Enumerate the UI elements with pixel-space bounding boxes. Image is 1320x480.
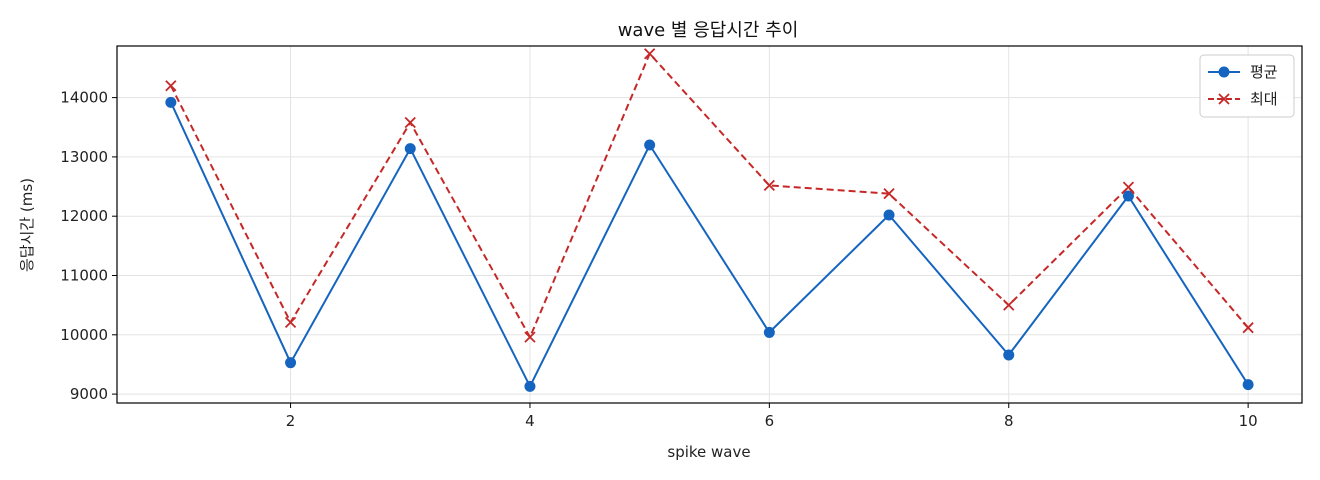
y-tick-label: 11000 <box>60 267 108 285</box>
y-tick-label: 9000 <box>70 385 108 403</box>
y-tick-label: 10000 <box>60 326 108 344</box>
data-point <box>763 179 775 191</box>
data-point <box>644 48 656 60</box>
data-point <box>763 326 775 338</box>
data-point <box>404 116 416 129</box>
x-tick-label: 10 <box>1239 412 1258 430</box>
series-line <box>169 101 1249 388</box>
series-1 <box>165 96 1254 392</box>
chart-title: wave 별 응답시간 추이 <box>618 20 799 41</box>
x-tick-label: 4 <box>525 412 535 430</box>
x-tick-label: 6 <box>765 412 775 430</box>
series-layer <box>165 48 1254 392</box>
x-tick-label: 2 <box>286 412 296 430</box>
y-tick-label: 12000 <box>60 207 108 225</box>
series-2 <box>165 48 1254 343</box>
data-point <box>165 96 177 108</box>
legend-label: 최대 <box>1250 90 1278 108</box>
y-tick-label: 14000 <box>60 89 108 107</box>
data-point <box>1242 379 1254 391</box>
axes: 9000 10000 11000 12000 13000 14000 2 4 6 8 10 <box>60 89 1257 430</box>
x-tick-label: 8 <box>1004 412 1014 430</box>
data-point <box>883 209 895 221</box>
data-point <box>1003 349 1015 361</box>
plot-frame <box>116 45 1303 404</box>
legend-marker <box>1218 66 1230 78</box>
data-point <box>883 188 895 200</box>
x-axis-label: spike wave <box>667 443 750 461</box>
legend-label: 평균 <box>1250 63 1278 81</box>
data-point <box>404 143 416 155</box>
data-point <box>1122 181 1135 193</box>
data-point <box>524 380 536 392</box>
legend-marker <box>1218 93 1230 105</box>
data-point <box>1122 190 1134 202</box>
data-point <box>524 331 536 343</box>
data-point <box>1003 299 1015 311</box>
legend-box <box>1199 54 1295 118</box>
data-point <box>165 80 177 92</box>
legend-item: 평균 <box>1208 63 1278 81</box>
grid <box>117 46 1302 403</box>
data-point <box>644 139 656 151</box>
data-point <box>284 316 297 328</box>
series-line <box>170 52 1249 339</box>
y-axis-label: 응답시간 (ms) <box>18 178 36 272</box>
y-tick-label: 13000 <box>60 148 108 166</box>
data-point <box>285 357 297 369</box>
legend-item: 최대 <box>1208 90 1278 108</box>
data-point <box>1242 322 1254 334</box>
